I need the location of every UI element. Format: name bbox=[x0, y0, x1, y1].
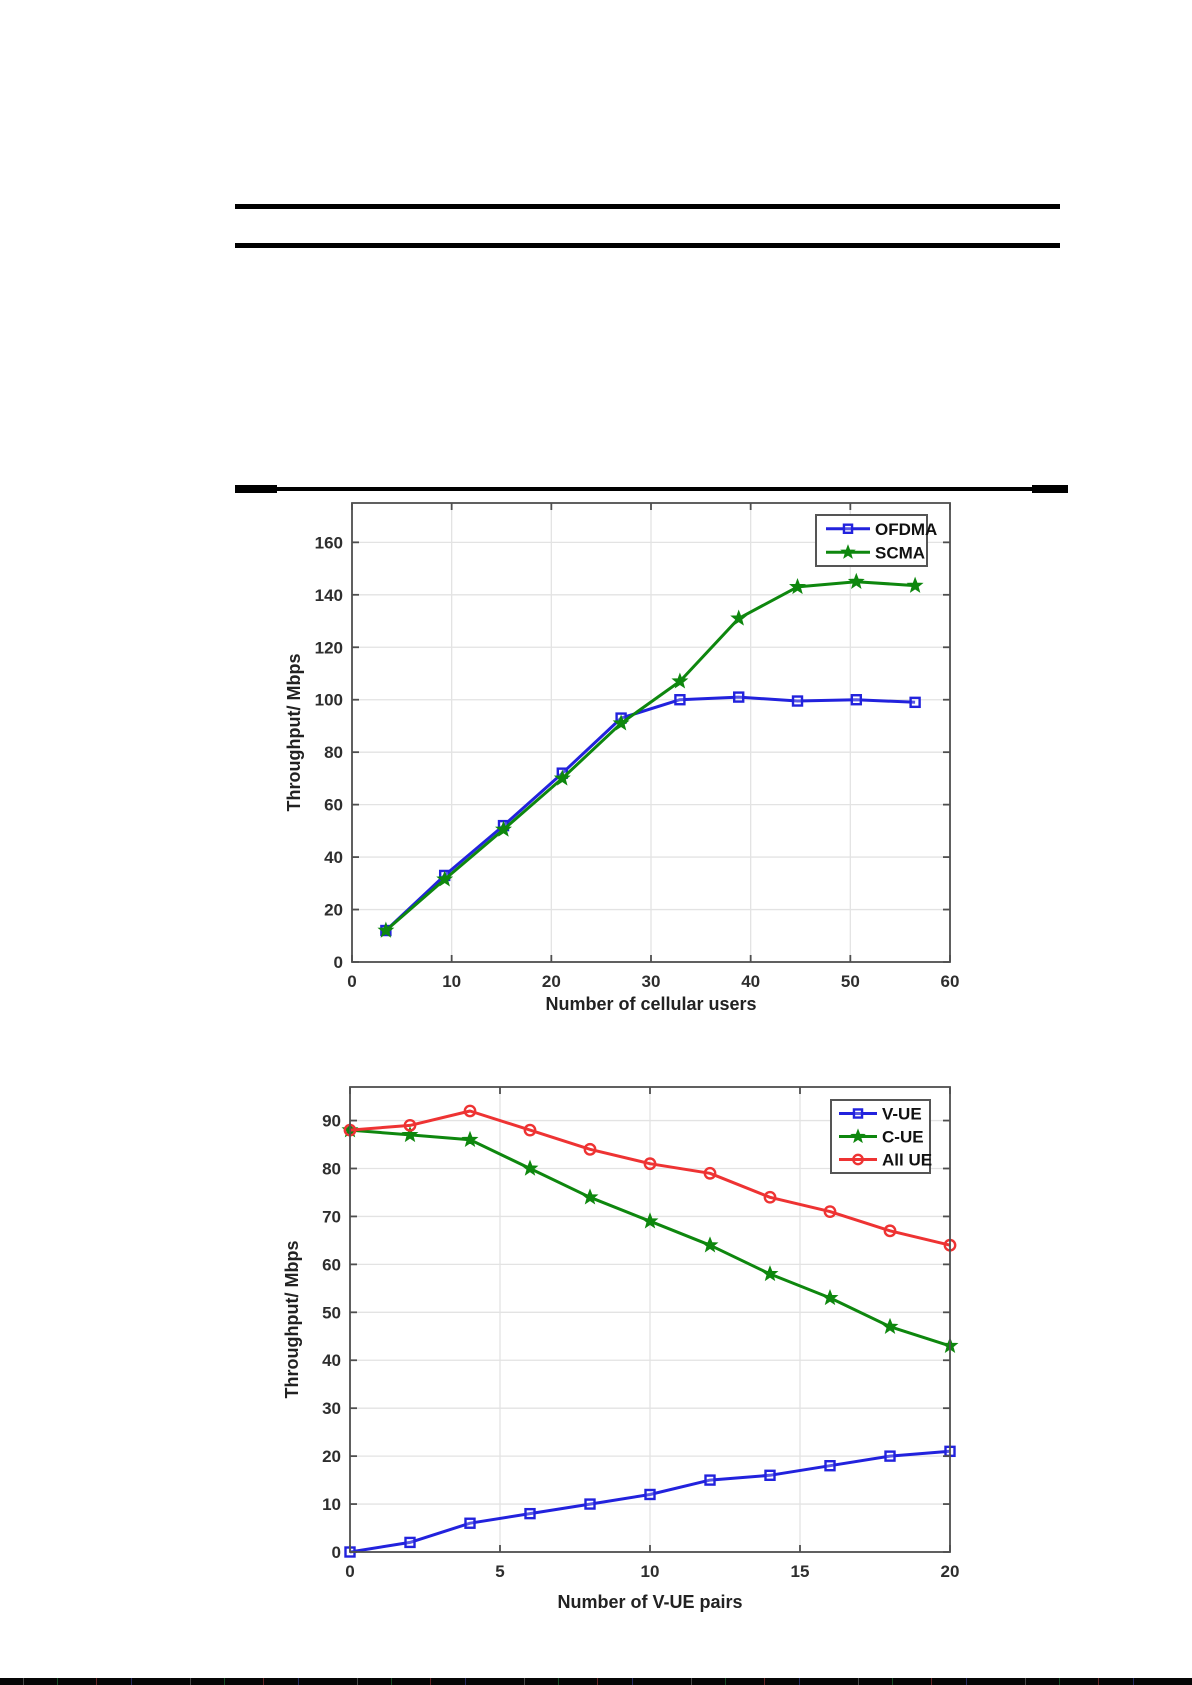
svg-text:50: 50 bbox=[322, 1303, 341, 1322]
y-tick-labels: 0 10 20 30 40 50 60 70 80 90 bbox=[322, 1112, 341, 1562]
svg-text:20: 20 bbox=[941, 1562, 960, 1581]
grid-lines bbox=[352, 503, 950, 962]
axes-frame bbox=[351, 502, 951, 963]
svg-text:0: 0 bbox=[345, 1562, 354, 1581]
svg-text:160: 160 bbox=[315, 533, 343, 552]
svg-text:0: 0 bbox=[334, 953, 343, 972]
section-rule bbox=[235, 487, 1060, 491]
svg-text:10: 10 bbox=[442, 972, 461, 991]
legend-label-v-ue: V-UE bbox=[882, 1105, 922, 1124]
svg-text:5: 5 bbox=[495, 1562, 504, 1581]
svg-text:0: 0 bbox=[347, 972, 356, 991]
legend-entry-all-ue: All UE bbox=[839, 1151, 932, 1170]
svg-text:30: 30 bbox=[322, 1399, 341, 1418]
x-tick-labels: 0 10 20 30 40 50 60 bbox=[347, 972, 959, 991]
svg-text:20: 20 bbox=[324, 901, 343, 920]
svg-text:20: 20 bbox=[542, 972, 561, 991]
y-axis-label: Throughput/ Mbps bbox=[282, 1241, 302, 1399]
header-rule-bottom bbox=[235, 243, 1060, 248]
legend-entry-scma: SCMA bbox=[826, 543, 925, 562]
svg-text:0: 0 bbox=[332, 1543, 341, 1562]
x-axis-label: Number of cellular users bbox=[545, 994, 756, 1014]
svg-text:60: 60 bbox=[322, 1255, 341, 1274]
axes-frame bbox=[349, 1086, 951, 1553]
svg-text:30: 30 bbox=[642, 972, 661, 991]
legend-entry-c-ue: C-UE bbox=[839, 1128, 924, 1147]
svg-text:90: 90 bbox=[322, 1112, 341, 1131]
x-axis-label: Number of V-UE pairs bbox=[557, 1592, 742, 1612]
svg-text:80: 80 bbox=[322, 1159, 341, 1178]
svg-text:40: 40 bbox=[322, 1351, 341, 1370]
svg-text:10: 10 bbox=[322, 1495, 341, 1514]
svg-text:50: 50 bbox=[841, 972, 860, 991]
throughput-vs-vue-pairs-chart: 0 5 10 15 20 0 10 20 30 40 50 60 70 80 90 Number of V-U… bbox=[282, 1086, 959, 1612]
legend-entry-v-ue: V-UE bbox=[839, 1105, 922, 1124]
svg-text:40: 40 bbox=[741, 972, 760, 991]
header-rule-top bbox=[235, 204, 1060, 209]
series-ofdma-line bbox=[384, 695, 916, 932]
series-v-ue-line bbox=[349, 1449, 951, 1554]
legend-label-scma: SCMA bbox=[875, 543, 925, 562]
y-tick-labels: 0 20 40 60 80 100 120 140 160 bbox=[315, 533, 343, 972]
svg-text:100: 100 bbox=[315, 691, 343, 710]
svg-text:40: 40 bbox=[324, 848, 343, 867]
svg-text:80: 80 bbox=[324, 743, 343, 762]
legend: V-UE C-UE All UE bbox=[830, 1099, 932, 1174]
svg-text:10: 10 bbox=[641, 1562, 660, 1581]
legend-entry-ofdma: OFDMA bbox=[826, 520, 937, 539]
next-page-edge-strip bbox=[0, 1678, 1192, 1685]
svg-text:120: 120 bbox=[315, 638, 343, 657]
svg-text:60: 60 bbox=[324, 796, 343, 815]
svg-text:140: 140 bbox=[315, 586, 343, 605]
legend-label-all-ue: All UE bbox=[882, 1151, 932, 1170]
svg-text:15: 15 bbox=[791, 1562, 810, 1581]
svg-text:60: 60 bbox=[941, 972, 960, 991]
legend: OFDMA SCMA bbox=[815, 514, 937, 567]
svg-text:70: 70 bbox=[322, 1207, 341, 1226]
legend-label-c-ue: C-UE bbox=[882, 1128, 924, 1147]
series-scma-line bbox=[384, 580, 916, 932]
y-axis-label: Throughput/ Mbps bbox=[284, 654, 304, 812]
x-tick-labels: 0 5 10 15 20 bbox=[345, 1562, 959, 1581]
svg-text:20: 20 bbox=[322, 1447, 341, 1466]
throughput-vs-cellular-users-chart: 0 10 20 30 40 50 60 0 20 40 60 80 100 120 140 160 Number… bbox=[284, 502, 959, 1014]
legend-label-ofdma: OFDMA bbox=[875, 520, 937, 539]
series-scma bbox=[377, 572, 924, 938]
series-all-ue-line bbox=[349, 1109, 951, 1247]
